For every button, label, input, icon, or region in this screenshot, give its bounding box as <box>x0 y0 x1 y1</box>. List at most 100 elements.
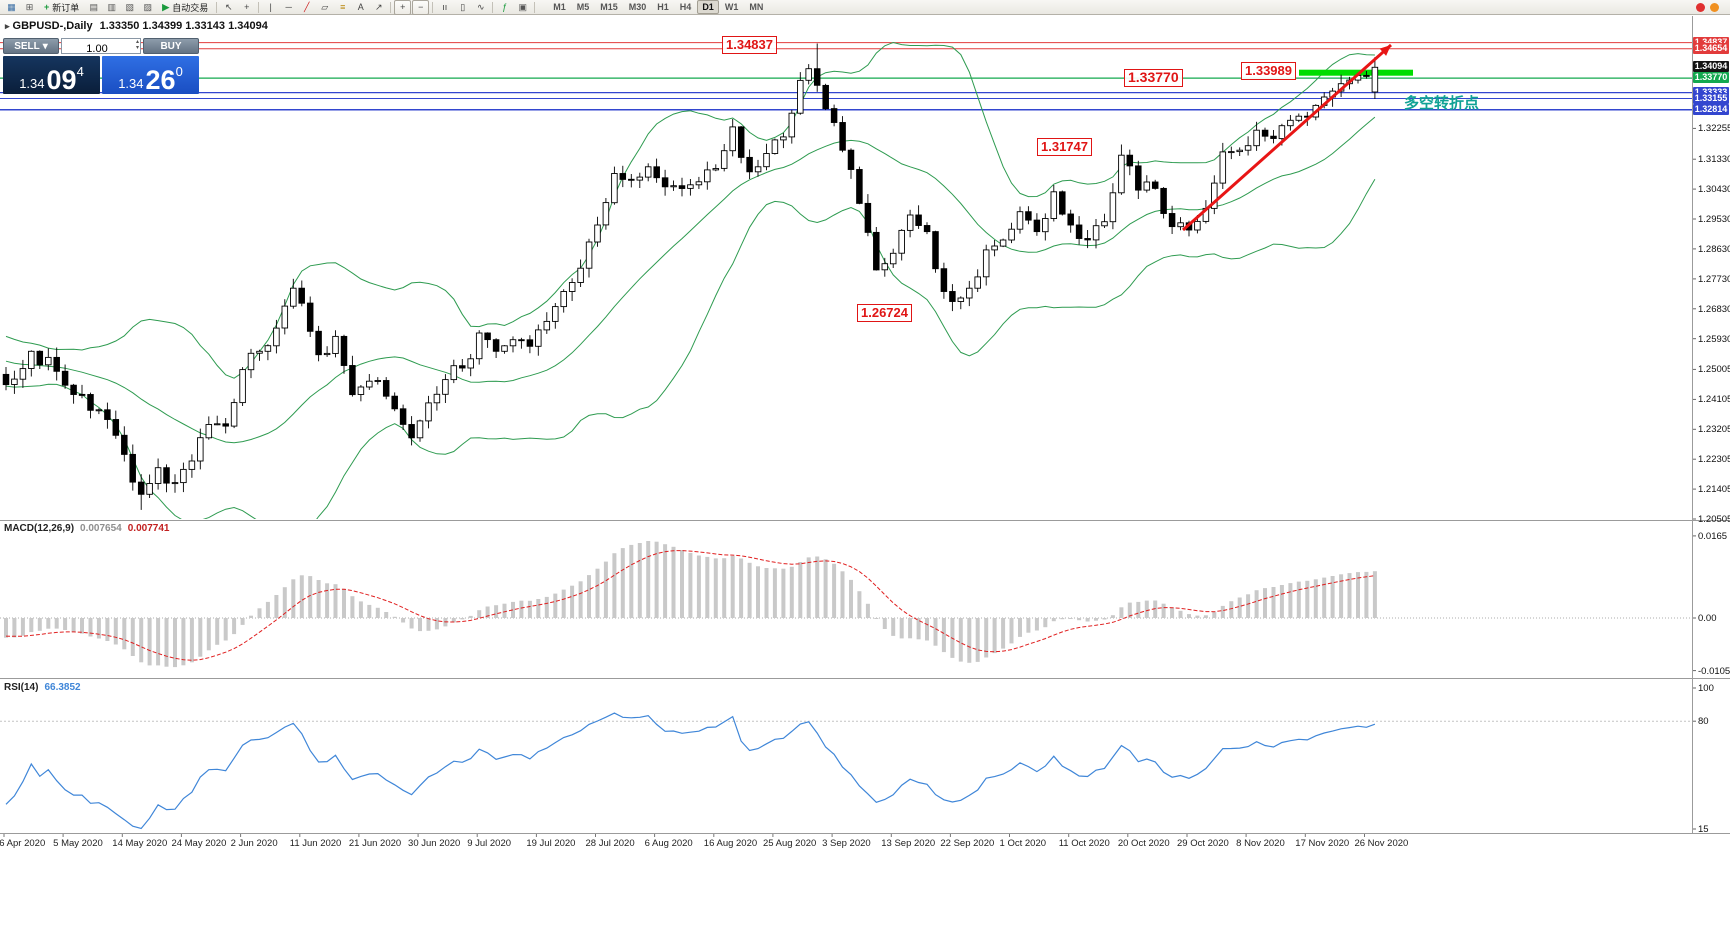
date-label: 26 Nov 2020 <box>1354 838 1409 849</box>
timeframe-h4[interactable]: H4 <box>679 2 692 12</box>
new-order-button[interactable]: + 新订单 <box>39 0 84 15</box>
price-scale-label: 1.20505 <box>1698 514 1730 526</box>
date-label: 3 Sep 2020 <box>822 838 871 849</box>
buy-price-big: 26 <box>145 64 176 95</box>
one-click-trading-panel: SELL ▾ ▴ ▾ BUY 1.34 09 4 1.34 2 <box>3 38 199 94</box>
price-scale-label: 1.26830 <box>1698 303 1730 315</box>
zoom-in-icon[interactable]: + <box>394 0 412 15</box>
terminal-icon[interactable]: ▨ <box>143 1 153 12</box>
sell-price-display[interactable]: 1.34 09 4 <box>3 56 100 94</box>
date-label: 26 Apr 2020 <box>0 838 46 849</box>
price-annotation[interactable]: 1.33989 <box>1241 62 1296 80</box>
price-scale-label: 1.31330 <box>1698 154 1730 166</box>
date-label: 11 Jun 2020 <box>289 838 342 849</box>
fibonacci-icon[interactable]: ≡ <box>340 1 346 12</box>
price-scale-label: 1.22305 <box>1698 454 1730 466</box>
timeframe-m5[interactable]: M5 <box>576 2 590 12</box>
price-scale-label: 1.24105 <box>1698 394 1730 406</box>
line-chart-icon[interactable]: ∿ <box>476 1 485 12</box>
zoom-out-icon[interactable]: − <box>412 0 430 15</box>
panel-separator[interactable] <box>0 678 1730 679</box>
price-annotation[interactable]: 1.26724 <box>857 304 912 322</box>
news-icon[interactable] <box>1710 2 1719 12</box>
sell-button-label: SELL <box>14 40 40 52</box>
date-label: 2 Jun 2020 <box>230 838 278 849</box>
channel-icon[interactable]: ▱ <box>321 1 329 12</box>
price-tag: 1.34654 <box>1693 42 1729 54</box>
data-window-icon[interactable]: ▥ <box>107 1 117 12</box>
sell-button[interactable]: SELL ▾ <box>3 38 59 54</box>
timeframe-m15[interactable]: M15 <box>600 2 618 12</box>
date-label: 16 Aug 2020 <box>703 838 758 849</box>
rsi-scale-label: 15 <box>1698 824 1709 835</box>
volume-input[interactable] <box>62 42 140 56</box>
text-icon[interactable]: A <box>357 1 364 12</box>
market-watch-icon[interactable]: ▤ <box>89 1 99 12</box>
toolbar-separator <box>492 1 494 13</box>
date-label: 19 Jul 2020 <box>526 838 576 849</box>
date-label: 24 May 2020 <box>171 838 227 849</box>
price-scale-label: 1.30430 <box>1698 184 1730 196</box>
templates-icon[interactable]: ▣ <box>518 1 527 12</box>
sell-price-big: 09 <box>46 64 77 95</box>
date-label: 6 Aug 2020 <box>644 838 693 849</box>
rsi-panel[interactable] <box>0 679 1692 833</box>
timeframe-w1[interactable]: W1 <box>724 2 739 12</box>
auto-trading-button[interactable]: ▶ 自动交易 <box>157 0 213 15</box>
buy-button[interactable]: BUY <box>143 38 199 54</box>
rsi-scale-label: 80 <box>1698 716 1709 728</box>
bar-chart-icon[interactable]: ıı <box>442 1 448 12</box>
timeframe-m30[interactable]: M30 <box>628 2 647 12</box>
toolbar-separator <box>432 1 434 13</box>
date-label: 14 May 2020 <box>112 838 168 849</box>
tile-windows-icon[interactable]: ⊞ <box>25 1 34 12</box>
navigator-icon[interactable]: ▧ <box>125 1 135 12</box>
alert-icon[interactable] <box>1696 2 1705 12</box>
date-label: 17 Nov 2020 <box>1295 838 1350 849</box>
price-annotation[interactable]: 1.33770 <box>1124 69 1183 87</box>
macd-panel[interactable] <box>0 521 1692 678</box>
timeframe-mn[interactable]: MN <box>749 2 764 12</box>
candlestick-chart-icon[interactable]: ▯ <box>460 1 466 12</box>
chart-window-icon[interactable]: ▦ <box>7 1 16 12</box>
price-annotation[interactable]: 1.34837 <box>722 36 777 54</box>
chevron-down-icon: ▾ <box>42 40 48 52</box>
macd-label: MACD(12,26,9) <box>4 523 75 534</box>
horizontal-line-icon[interactable]: ─ <box>285 1 292 12</box>
arrow-object-icon[interactable]: ↗ <box>374 1 383 12</box>
cursor-icon[interactable]: ↖ <box>224 1 233 12</box>
trendline-icon[interactable]: ╱ <box>304 1 310 12</box>
toolbar-separator <box>258 1 260 13</box>
price-tag: 1.33333 <box>1693 86 1729 98</box>
buy-price-sup: 0 <box>175 64 183 79</box>
price-scale-label: 1.21405 <box>1698 484 1730 496</box>
toolbar: ▦ ⊞ + 新订单 ▤ ▥ ▧ ▨ ▶ 自动交易 ↖ + | ─ ╱ ▱ ≡ A ↗ + − ıı ▯ ∿ ƒ ▣ M1 M5 M15 M… <box>0 0 1730 15</box>
price-scale-label: 1.27730 <box>1698 273 1730 285</box>
vertical-line-icon[interactable]: | <box>269 1 272 12</box>
timeframe-m1[interactable]: M1 <box>553 2 566 12</box>
macd-signal-value: 0.007741 <box>127 523 170 534</box>
volume-spinner[interactable]: ▴ ▾ <box>136 39 139 51</box>
price-tag: 1.34094 <box>1693 61 1729 73</box>
timeframe-group: M1 M5 M15 M30 H1 H4 D1 W1 MN <box>548 0 768 14</box>
buy-price-display[interactable]: 1.34 26 0 <box>102 56 199 94</box>
new-order-button-label: 新订单 <box>52 2 80 13</box>
price-annotation[interactable]: 1.31747 <box>1037 138 1092 156</box>
macd-scale-label: 0.00 <box>1698 613 1717 624</box>
price-scale-label: 1.32255 <box>1698 123 1730 135</box>
timeframe-d1[interactable]: D1 <box>697 0 719 14</box>
scale-separator <box>1692 16 1693 833</box>
spinner-down-icon[interactable]: ▾ <box>135 45 139 51</box>
timeframe-h1[interactable]: H1 <box>657 2 669 12</box>
date-label: 22 Sep 2020 <box>940 838 995 849</box>
indicators-icon[interactable]: ƒ <box>502 1 508 12</box>
rsi-label: RSI(14) <box>4 682 39 693</box>
date-label: 28 Jul 2020 <box>585 838 635 849</box>
date-label: 20 Oct 2020 <box>1117 838 1170 849</box>
sell-price-sup: 4 <box>76 64 84 79</box>
sell-price-head: 1.34 <box>19 75 45 91</box>
panel-separator[interactable] <box>0 520 1730 521</box>
rsi-header: RSI(14) 66.3852 <box>4 682 81 693</box>
cn-text-annotation[interactable]: 多空转折点 <box>1404 95 1480 112</box>
crosshair-icon[interactable]: + <box>244 1 250 12</box>
